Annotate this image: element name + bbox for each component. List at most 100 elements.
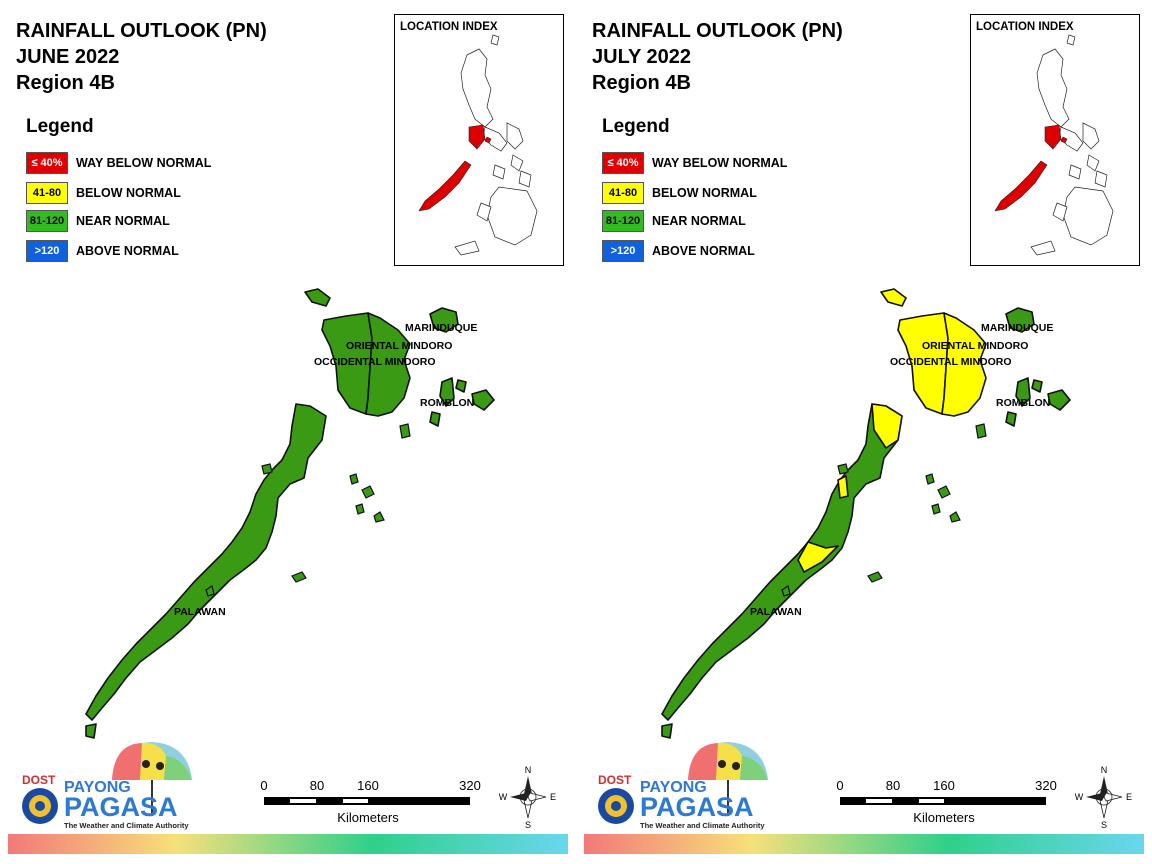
compass-e: E [550,792,556,802]
footer-color-bar [8,834,568,854]
map-shapes [661,288,1071,739]
location-index-inset: LOCATION INDEX [970,14,1140,266]
legend-swatch: 81-120 [26,210,68,232]
legend-swatch: 41-80 [26,182,68,204]
map-title: RAINFALL OUTLOOK (PN) JUNE 2022 Region 4… [16,18,267,96]
logo-tagline: The Weather and Climate Authority [64,821,189,830]
palawan-yellow-spot [837,475,849,499]
oriental-mindoro-label: ORIENTAL MINDORO [346,340,452,352]
umbrella-icon [688,742,768,816]
north-palawan-yellow-area [871,403,903,449]
legend-swatch: 41-80 [602,182,644,204]
legend-swatch: ≤ 40% [602,152,644,174]
logo-tagline: The Weather and Climate Authority [640,821,765,830]
legend-label: BELOW NORMAL [76,186,181,200]
scale-tick-320: 320 [1035,778,1057,793]
philippines-locator-map [994,34,1114,256]
legend-item-below: 41-80 BELOW NORMAL [602,182,757,204]
title-line-1: RAINFALL OUTLOOK (PN) [16,20,267,42]
legend-title: Legend [602,116,670,137]
inset-title: LOCATION INDEX [976,21,1074,33]
logo-pagasa: PAGASA [64,792,178,822]
north-arrow-icon: N S E W [1075,765,1132,830]
province-labels: MARINDUQUE ORIENTAL MINDORO OCCIDENTAL M… [750,322,1053,618]
scale-bar: 0 80 160 320 Kilometers [260,778,481,825]
outlook-panel-june: RAINFALL OUTLOOK (PN) JUNE 2022 Region 4… [8,14,568,854]
pagasa-seal-icon [598,788,634,824]
compass-n: N [1101,765,1108,775]
balabac-island [85,723,97,739]
legend-item-way-below: ≤ 40% WAY BELOW NORMAL [26,152,211,174]
legend-item-near: 81-120 NEAR NORMAL [26,210,170,232]
legend-label: WAY BELOW NORMAL [76,156,212,170]
north-arrow-icon: N S E W [499,765,556,830]
compass-w: W [499,792,508,802]
legend-swatch: ≤ 40% [26,152,68,174]
occidental-mindoro-label: OCCIDENTAL MINDORO [890,356,1012,368]
province-labels: MARINDUQUE ORIENTAL MINDORO OCCIDENTAL M… [174,322,477,618]
scale-tick-320: 320 [459,778,481,793]
romblon-shapes [429,377,495,427]
romblon-label: ROMBLON [996,397,1050,409]
lubang-island [304,288,331,307]
footer-color-bar [584,834,1144,854]
legend-label: NEAR NORMAL [76,214,170,228]
payong-pagasa-logo: DOST PAYONG PAGASA The Weather and Clima… [598,742,768,830]
logo-payong: PAYONG [64,779,131,796]
compass-w: W [1075,792,1084,802]
scale-bar: 0 80 160 320 Kilometers [836,778,1057,825]
legend-item-above: >120 ABOVE NORMAL [602,240,755,262]
marinduque-shape [429,307,459,333]
palawan-label: PALAWAN [174,606,226,618]
scale-tick-80: 80 [886,778,900,793]
title-line-2: JULY 2022 [592,46,691,68]
legend-item-near: 81-120 NEAR NORMAL [602,210,746,232]
legend-label: BELOW NORMAL [652,186,757,200]
scale-tick-160: 160 [933,778,955,793]
title-line-3: Region 4B [16,72,115,94]
region-4b-highlight [418,124,492,212]
scale-tick-0: 0 [836,778,843,793]
legend-label: WAY BELOW NORMAL [652,156,788,170]
compass-n: N [525,765,532,775]
small-islands [205,423,411,597]
scale-tick-0: 0 [260,778,267,793]
province-map: MARINDUQUE ORIENTAL MINDORO OCCIDENTAL M… [661,288,1071,739]
legend-label: ABOVE NORMAL [652,244,755,258]
central-palawan-yellow-strip [797,541,839,573]
payong-pagasa-logo: DOST PAYONG PAGASA The Weather and Clima… [22,742,192,830]
logo-dost: DOST [598,773,632,787]
legend-label: NEAR NORMAL [652,214,746,228]
palawan-shape [85,403,327,721]
inset-title: LOCATION INDEX [400,21,498,33]
legend-item-way-below: ≤ 40% WAY BELOW NORMAL [602,152,787,174]
small-islands [781,423,987,597]
legend-swatch: 81-120 [602,210,644,232]
map-title: RAINFALL OUTLOOK (PN) JULY 2022 Region 4… [592,18,843,96]
compass-s: S [1101,820,1107,830]
region-4b-highlight [994,124,1068,212]
balabac-island [661,723,673,739]
compass-s: S [525,820,531,830]
title-line-3: Region 4B [592,72,691,94]
oriental-mindoro-shape [365,312,411,417]
logo-pagasa: PAGASA [640,792,754,822]
scale-unit: Kilometers [337,810,399,825]
title-line-2: JUNE 2022 [16,46,120,68]
compass-e: E [1126,792,1132,802]
philippines-locator-map [418,34,538,256]
legend-swatch: >120 [602,240,644,262]
legend-title: Legend [26,116,94,137]
location-index-inset: LOCATION INDEX [394,14,564,266]
legend-swatch: >120 [26,240,68,262]
logo-payong: PAYONG [640,779,707,796]
occidental-mindoro-label: OCCIDENTAL MINDORO [314,356,436,368]
oriental-mindoro-shape [941,312,987,417]
scale-tick-80: 80 [310,778,324,793]
marinduque-label: MARINDUQUE [981,322,1053,334]
logo-dost: DOST [22,773,56,787]
legend-item-above: >120 ABOVE NORMAL [26,240,179,262]
lubang-island [880,288,907,307]
outlook-panel-july: RAINFALL OUTLOOK (PN) JULY 2022 Region 4… [576,0,1152,864]
umbrella-icon [112,742,192,816]
